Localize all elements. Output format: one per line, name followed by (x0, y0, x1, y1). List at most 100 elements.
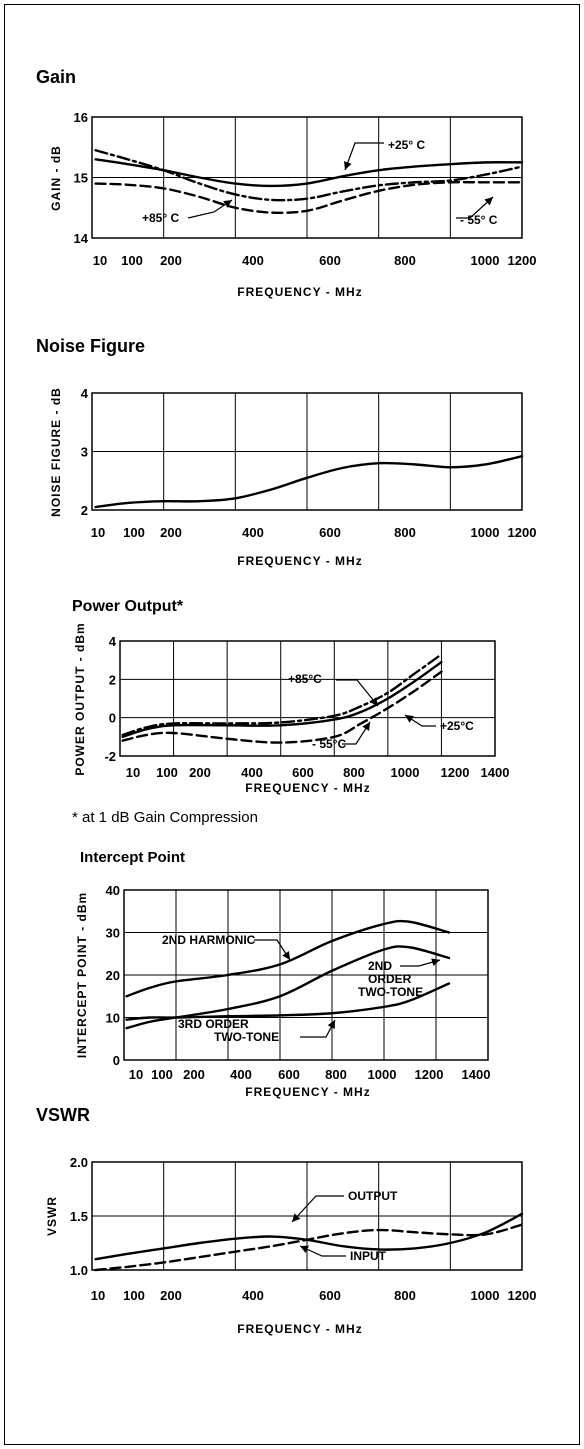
chart-5: VSWR 10 100 200 400 600 800 1000 1200 2.0 1.5 1.0 FR… (36, 1105, 536, 1336)
chart-1: Gain 10 100 200 400 600 800 1000 1200 16 15 14 FREQU… (36, 67, 536, 299)
x-tick-label: 10 (91, 1288, 105, 1303)
x-tick-label: 1200 (508, 253, 537, 268)
annotation-leader (299, 1245, 346, 1257)
x-tick-label: 800 (394, 525, 416, 540)
annotation-leader (344, 142, 384, 171)
y-tick-label: 3 (81, 445, 88, 460)
chart-title: VSWR (36, 1105, 90, 1125)
x-tick-label: 600 (319, 253, 341, 268)
x-axis-label: FREQUENCY - MHz (237, 1322, 362, 1336)
annotation-label: +25°C (440, 719, 474, 733)
x-tick-label: 1000 (471, 253, 500, 268)
annotation-label: +25° C (388, 138, 425, 152)
y-tick-label: 2.0 (70, 1155, 88, 1170)
x-tick-label: 1000 (471, 525, 500, 540)
y-tick-label: 4 (109, 634, 117, 649)
x-tick-label: 100 (156, 765, 178, 780)
y-axis-label: VSWR (45, 1196, 59, 1236)
x-tick-label: 800 (343, 765, 365, 780)
x-tick-label: 200 (160, 1288, 182, 1303)
annotation-leader (336, 679, 379, 707)
annotation-label: 3RD ORDER (178, 1017, 249, 1031)
page-frame (4, 4, 580, 1445)
y-tick-label: 40 (106, 883, 120, 898)
x-tick-label: 10 (126, 765, 140, 780)
annotation-leader (254, 939, 291, 961)
y-axis-label: NOISE FIGURE - dB (49, 387, 63, 517)
series-line-3 (125, 982, 451, 1021)
annotation-arrow (292, 1213, 301, 1222)
annotation-arrow (405, 715, 414, 723)
y-axis-label: POWER OUTPUT - dBm (73, 622, 87, 775)
series-line-1 (94, 454, 524, 509)
chart-3: Power Output* 10 100 200 400 600 800 1000 1200 14… (72, 598, 509, 826)
annotation-leader (291, 1195, 344, 1223)
x-tick-label: 1400 (462, 1067, 491, 1082)
x-tick-label: 10 (93, 253, 107, 268)
x-tick-label: 1000 (471, 1288, 500, 1303)
x-tick-label: 200 (183, 1067, 205, 1082)
x-tick-label: 200 (160, 253, 182, 268)
y-tick-label: 0 (113, 1053, 120, 1068)
series-line-2 (125, 945, 451, 1030)
y-axis-label: INTERCEPT POINT - dBm (75, 892, 89, 1058)
x-tick-label: 100 (123, 525, 145, 540)
plot-frame (119, 640, 496, 757)
x-tick-label: 600 (319, 525, 341, 540)
y-tick-label: 2 (109, 672, 116, 687)
x-tick-label: 600 (278, 1067, 300, 1082)
annotation-arrow (300, 1245, 309, 1253)
x-axis-label: FREQUENCY - MHz (237, 285, 362, 299)
annotation-label: +85°C (288, 672, 322, 686)
annotation-arrow (223, 200, 232, 208)
annotation-label: OUTPUT (348, 1189, 398, 1203)
annotation-label: 2ND (368, 959, 392, 973)
x-tick-label: 400 (242, 253, 264, 268)
x-tick-label: 1200 (508, 525, 537, 540)
annotation-leader (342, 721, 371, 745)
series-line-1 (94, 1212, 524, 1261)
annotation-label: - 55°C (312, 737, 346, 751)
x-tick-label: 10 (91, 525, 105, 540)
x-tick-label: 1000 (391, 765, 420, 780)
plot-frame (123, 889, 489, 1061)
y-tick-label: 2 (81, 503, 88, 518)
annotation-label: +85° C (142, 211, 179, 225)
x-tick-label: 1200 (441, 765, 470, 780)
x-tick-label: 10 (129, 1067, 143, 1082)
annotation-leader (300, 1019, 336, 1038)
plot-frame (91, 116, 523, 239)
chart-title: Noise Figure (36, 336, 145, 356)
y-tick-label: 10 (106, 1011, 120, 1026)
y-axis-label: GAIN - dB (49, 145, 63, 211)
x-tick-label: 200 (189, 765, 211, 780)
annotation-leader (456, 196, 494, 219)
series-line-2 (121, 660, 443, 739)
y-tick-label: 0 (109, 711, 116, 726)
x-axis-label: FREQUENCY - MHz (245, 781, 370, 795)
x-tick-label: 200 (160, 525, 182, 540)
x-tick-label: 800 (394, 253, 416, 268)
x-tick-label: 400 (230, 1067, 252, 1082)
x-axis-label: FREQUENCY - MHz (245, 1085, 370, 1099)
annotation-arrow (327, 1020, 335, 1029)
annotation-label: 2ND HARMONIC (162, 933, 256, 947)
annotation-arrow (362, 722, 370, 731)
y-tick-label: 16 (74, 110, 88, 125)
x-tick-label: 1400 (481, 765, 510, 780)
x-tick-label: 100 (121, 253, 143, 268)
x-tick-label: 400 (242, 1288, 264, 1303)
y-tick-label: 1.5 (70, 1209, 88, 1224)
x-tick-label: 100 (123, 1288, 145, 1303)
y-tick-label: 4 (81, 386, 89, 401)
annotation-label: - 55° C (460, 213, 498, 227)
chart-title: Gain (36, 67, 76, 87)
annotation-label: ORDER (368, 972, 412, 986)
x-tick-label: 1200 (415, 1067, 444, 1082)
y-tick-label: -2 (104, 749, 116, 764)
x-tick-label: 600 (292, 765, 314, 780)
x-tick-label: 800 (394, 1288, 416, 1303)
x-tick-label: 800 (325, 1067, 347, 1082)
plot-frame (91, 1161, 523, 1271)
